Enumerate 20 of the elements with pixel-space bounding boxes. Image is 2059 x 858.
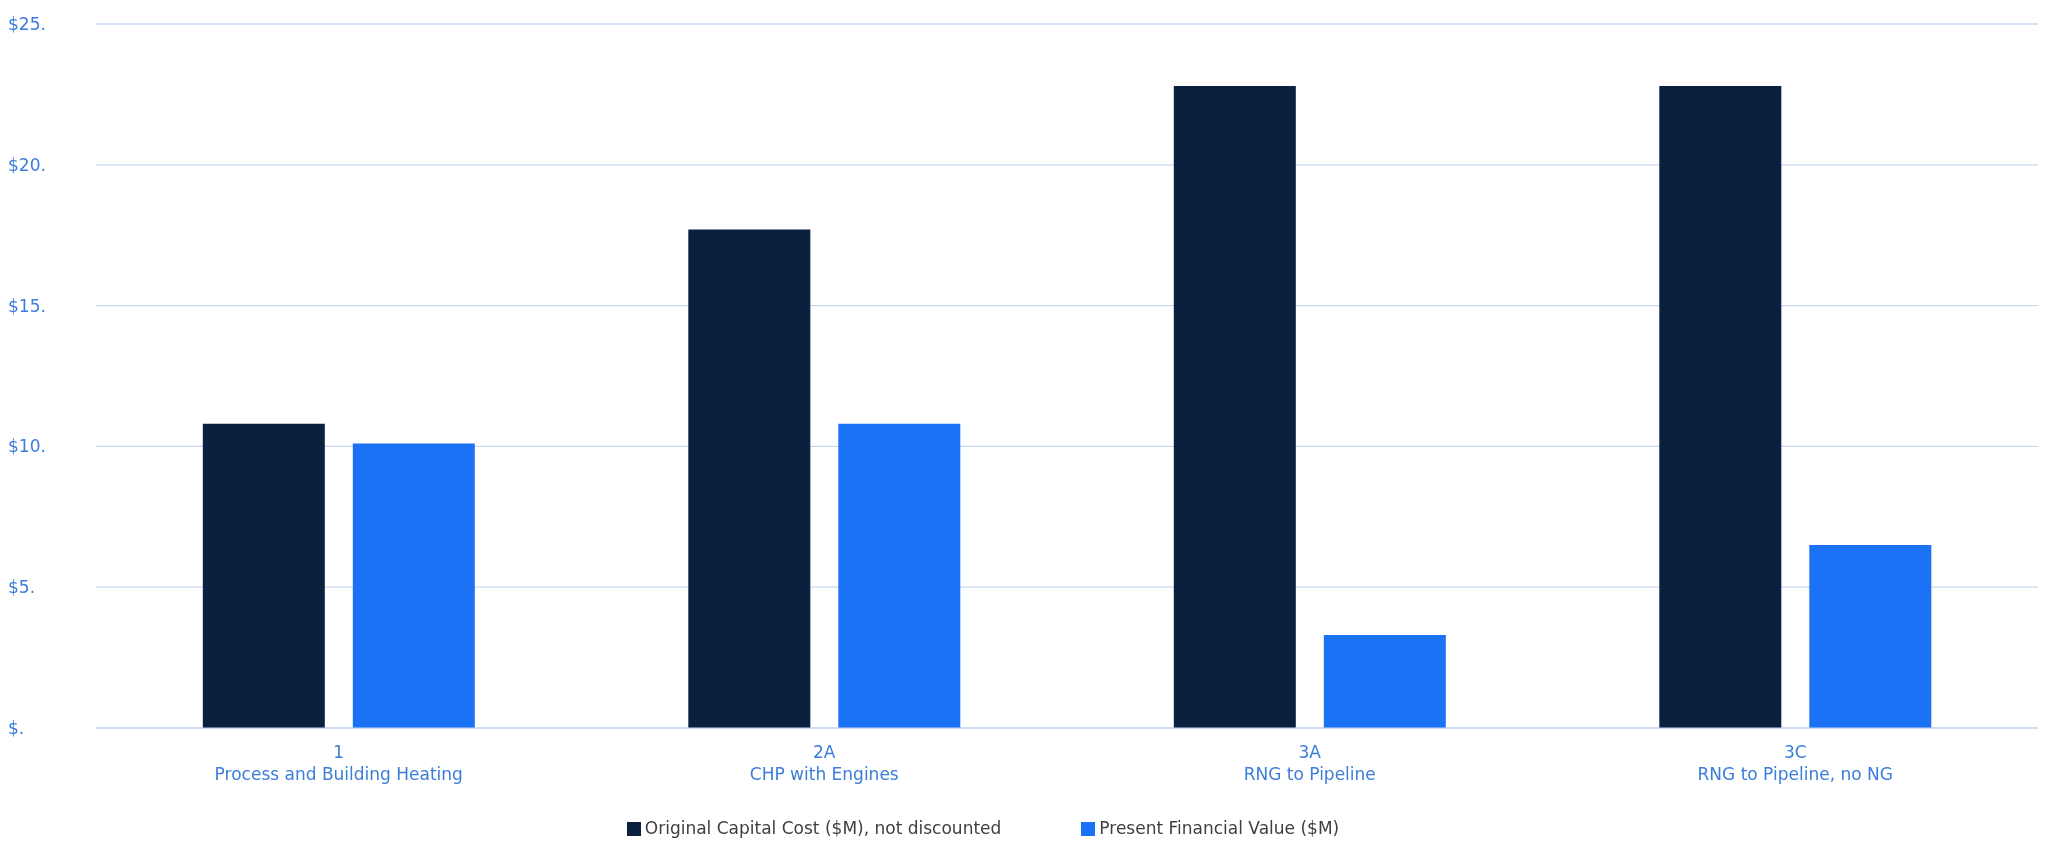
bar: [1173, 85, 1296, 728]
y-tick-label: $15.: [8, 295, 46, 316]
x-tick-label: 3A RNG to Pipeline: [1243, 742, 1376, 784]
y-tick-label: $10.: [8, 436, 46, 457]
bar: [688, 229, 811, 728]
x-tick-label: 3C RNG to Pipeline, no NG: [1697, 742, 1893, 784]
y-tick-label: $.: [8, 718, 25, 739]
y-tick-label: $25.: [8, 14, 46, 35]
legend-label: Original Capital Cost ($M), not discounted: [644, 818, 1002, 838]
bar: [1323, 635, 1446, 728]
y-tick-label: $5.: [8, 577, 36, 598]
y-tick-label: $20.: [8, 154, 46, 175]
x-tick-label: 2A CHP with Engines: [749, 742, 899, 784]
legend-label: Present Financial Value ($M): [1099, 818, 1340, 838]
bar: [1809, 544, 1932, 728]
bar: [1659, 85, 1782, 728]
x-tick-label: 1 Process and Building Heating: [214, 742, 463, 784]
bar: [838, 423, 961, 728]
bar: [202, 423, 325, 728]
bar: [352, 443, 475, 728]
